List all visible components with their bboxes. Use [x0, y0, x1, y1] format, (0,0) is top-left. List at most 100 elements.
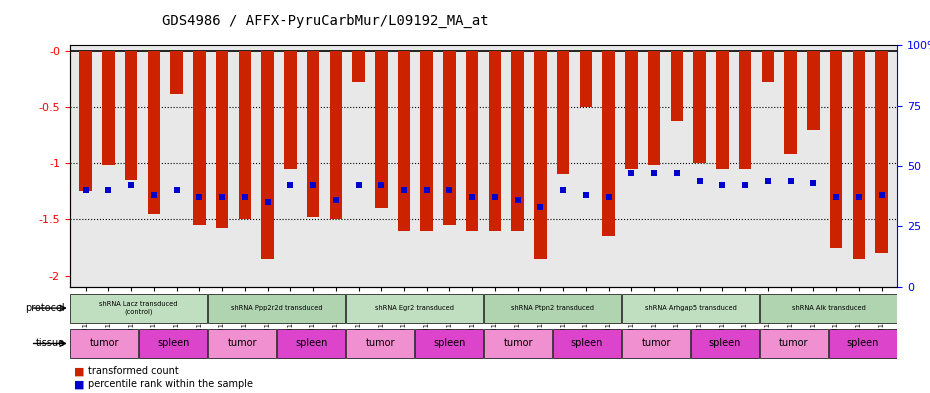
Point: [215, 194, 230, 200]
Bar: [329, 51, 342, 219]
Text: tumor: tumor: [89, 338, 119, 349]
Bar: [239, 51, 251, 219]
Point: [101, 187, 116, 193]
Text: spleen: spleen: [295, 338, 327, 349]
Bar: [216, 51, 229, 228]
Point: [646, 170, 661, 176]
Bar: [375, 51, 388, 208]
Bar: [762, 51, 774, 82]
Point: [715, 182, 730, 189]
Bar: [307, 51, 319, 217]
Bar: [622, 294, 759, 323]
Bar: [760, 294, 897, 323]
Point: [169, 187, 184, 193]
Bar: [193, 51, 206, 225]
Bar: [484, 329, 552, 358]
Text: tumor: tumor: [642, 338, 671, 349]
Text: tissue: tissue: [36, 338, 65, 349]
Point: [806, 180, 821, 186]
Point: [283, 182, 298, 189]
Bar: [466, 51, 478, 231]
Bar: [694, 51, 706, 163]
Text: transformed count: transformed count: [88, 366, 179, 376]
Text: shRNA Ptpn2 transduced: shRNA Ptpn2 transduced: [512, 305, 594, 311]
Point: [146, 192, 161, 198]
Text: shRNA Alk transduced: shRNA Alk transduced: [791, 305, 866, 311]
Bar: [484, 294, 621, 323]
Text: shRNA Arhgap5 transduced: shRNA Arhgap5 transduced: [644, 305, 737, 311]
Bar: [875, 51, 888, 253]
Bar: [208, 329, 276, 358]
Point: [465, 194, 480, 200]
Point: [737, 182, 752, 189]
Point: [396, 187, 411, 193]
Bar: [553, 329, 621, 358]
Bar: [346, 294, 484, 323]
Bar: [830, 51, 843, 248]
Text: spleen: spleen: [571, 338, 604, 349]
Text: tumor: tumor: [503, 338, 533, 349]
Bar: [534, 51, 547, 259]
Bar: [625, 51, 638, 169]
Bar: [148, 51, 160, 214]
Bar: [70, 329, 139, 358]
Point: [487, 194, 502, 200]
Bar: [277, 329, 345, 358]
Bar: [444, 51, 456, 225]
Bar: [671, 51, 684, 121]
Bar: [784, 51, 797, 154]
Bar: [853, 51, 865, 259]
Point: [419, 187, 434, 193]
Bar: [829, 329, 897, 358]
Point: [260, 199, 275, 206]
Point: [78, 187, 93, 193]
Bar: [398, 51, 410, 231]
Point: [761, 177, 776, 184]
Point: [306, 182, 321, 189]
Text: spleen: spleen: [157, 338, 190, 349]
Text: GDS4986 / AFFX-PyruCarbMur/L09192_MA_at: GDS4986 / AFFX-PyruCarbMur/L09192_MA_at: [162, 14, 489, 28]
Point: [442, 187, 457, 193]
Bar: [261, 51, 273, 259]
Point: [237, 194, 252, 200]
Point: [692, 177, 707, 184]
Bar: [807, 51, 819, 130]
Point: [192, 194, 206, 200]
Text: ■: ■: [74, 379, 85, 389]
Point: [601, 194, 616, 200]
Bar: [557, 51, 569, 174]
Point: [624, 170, 639, 176]
Bar: [352, 51, 365, 82]
Point: [851, 194, 866, 200]
Bar: [125, 51, 138, 180]
Text: spleen: spleen: [433, 338, 465, 349]
Text: tumor: tumor: [779, 338, 809, 349]
Point: [670, 170, 684, 176]
Bar: [716, 51, 728, 169]
Text: percentile rank within the sample: percentile rank within the sample: [88, 379, 253, 389]
Point: [352, 182, 366, 189]
Text: shRNA Egr2 transduced: shRNA Egr2 transduced: [375, 305, 454, 311]
Text: tumor: tumor: [365, 338, 395, 349]
Bar: [284, 51, 297, 169]
Bar: [622, 329, 690, 358]
Point: [556, 187, 571, 193]
Bar: [70, 294, 207, 323]
Bar: [579, 51, 592, 107]
Bar: [415, 329, 484, 358]
Bar: [79, 51, 92, 191]
Point: [783, 177, 798, 184]
Text: shRNA Ppp2r2d transduced: shRNA Ppp2r2d transduced: [231, 305, 323, 311]
Point: [374, 182, 389, 189]
Point: [578, 192, 593, 198]
Bar: [170, 51, 183, 94]
Bar: [102, 51, 114, 165]
Bar: [738, 51, 751, 169]
Point: [124, 182, 139, 189]
Point: [533, 204, 548, 210]
Point: [829, 194, 844, 200]
Bar: [346, 329, 414, 358]
Text: shRNA Lacz transduced
(control): shRNA Lacz transduced (control): [100, 301, 178, 315]
Bar: [420, 51, 433, 231]
Text: spleen: spleen: [709, 338, 741, 349]
